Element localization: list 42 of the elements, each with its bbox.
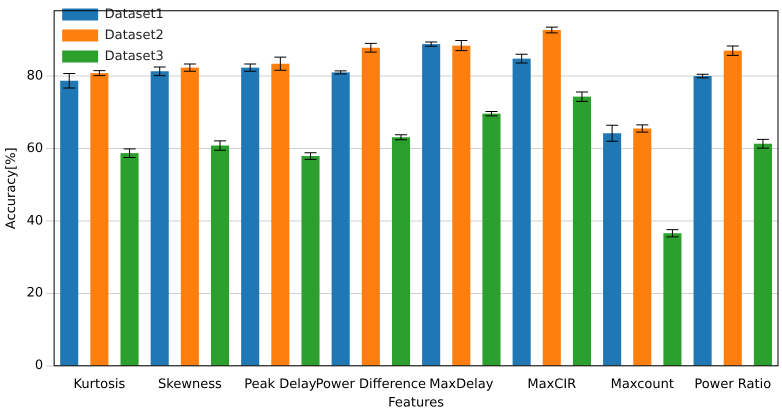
bar (754, 144, 772, 366)
legend-label: Dataset1 (104, 6, 164, 22)
bar (452, 46, 470, 366)
x-tick-label: Skewness (158, 376, 222, 392)
y-tick-label: 0 (34, 358, 44, 374)
x-tick-label: Kurtosis (74, 376, 126, 392)
legend-label: Dataset3 (104, 48, 164, 64)
bar (120, 153, 139, 366)
bar (542, 30, 561, 366)
x-tick-label: MaxCIR (527, 376, 576, 392)
bar (694, 76, 712, 366)
x-tick-label: Power Difference (316, 376, 426, 392)
bar (572, 96, 592, 366)
y-axis-title: Accuracy[%] (4, 147, 20, 230)
x-tick-label: Power Ratio (694, 376, 772, 392)
bar (482, 114, 501, 366)
bar (392, 137, 410, 366)
bar (90, 73, 108, 366)
bar (301, 156, 320, 366)
bar (241, 68, 260, 366)
bar (422, 44, 440, 366)
bar (663, 233, 682, 366)
bar (271, 64, 290, 366)
bar (332, 72, 350, 366)
y-tick-label: 20 (26, 286, 44, 301)
x-tick-label: MaxDelay (429, 376, 494, 392)
bar (633, 128, 652, 366)
bar (724, 50, 742, 366)
bar (362, 48, 380, 366)
y-tick-label: 40 (26, 213, 44, 228)
y-tick-label: 80 (26, 68, 44, 84)
legend-label: Dataset2 (104, 28, 164, 43)
bar (512, 58, 531, 366)
bar (60, 80, 78, 366)
x-tick-label: Maxcount (610, 376, 674, 392)
bar (210, 146, 230, 366)
x-axis-title: Features (388, 396, 444, 411)
x-tick-label: Peak Delay (244, 376, 317, 392)
y-tick-label: 60 (26, 140, 44, 156)
bar (150, 71, 169, 366)
bar (180, 68, 199, 366)
bar (603, 133, 622, 366)
